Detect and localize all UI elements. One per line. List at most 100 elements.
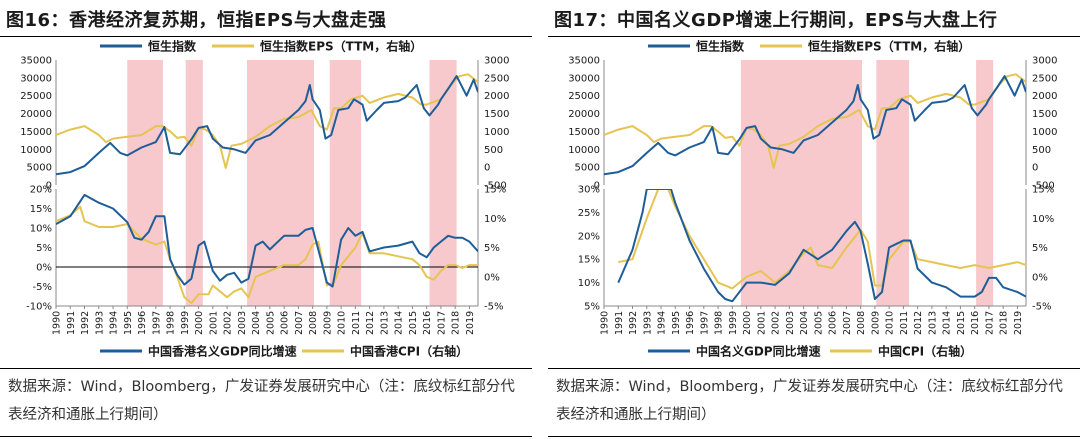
- right-axis-tick-label: 15%: [1032, 185, 1054, 196]
- right-axis-tick-label: 10%: [484, 214, 506, 225]
- x-axis-tick-label: 1995: [123, 311, 134, 335]
- right-axis-tick-label: -500: [1032, 181, 1055, 192]
- shaded-period: [976, 60, 994, 306]
- right-axis-tick-label: 0: [484, 163, 490, 174]
- right-axis-tick-label: 0: [1032, 163, 1038, 174]
- x-axis-tick-label: 2008: [856, 311, 867, 335]
- right-axis-tick-label: 2000: [1032, 91, 1057, 102]
- legend-label: 中国香港名义GDP同比增速: [148, 344, 297, 359]
- x-axis-tick-label: 2014: [394, 311, 405, 335]
- x-axis-tick-label: 2001: [208, 311, 219, 335]
- x-axis-tick-label: 2012: [913, 311, 924, 335]
- x-axis-tick-label: 2010: [885, 311, 896, 335]
- x-axis-tick-label: 2009: [322, 311, 333, 335]
- left-axis-tick-label: -10%: [26, 302, 52, 313]
- legend-label: 中国香港CPI（右轴）: [350, 344, 468, 359]
- left-axis-tick-label: 30000: [568, 73, 600, 84]
- x-axis-tick-label: 1993: [94, 311, 105, 335]
- left-axis-tick-label: 20000: [568, 109, 600, 120]
- left-axis-tick-label: 25%: [578, 208, 600, 219]
- x-axis-tick-label: 2015: [956, 311, 967, 335]
- x-axis-tick-label: 1991: [614, 311, 625, 335]
- left-axis-tick-label: 5000: [575, 163, 600, 174]
- x-axis-tick-label: 2007: [294, 311, 305, 335]
- right-axis-tick-label: 2500: [484, 73, 509, 84]
- right-axis-tick-label: 0%: [1032, 272, 1048, 283]
- left-axis-tick-label: 20%: [578, 231, 600, 242]
- left-axis-tick-label: 20000: [20, 109, 52, 120]
- panel-title: 图16：香港经济复苏期，恒指EPS与大盘走强: [6, 10, 387, 31]
- x-axis-tick-label: 1999: [728, 311, 739, 335]
- x-axis-tick-label: 2007: [842, 311, 853, 335]
- x-axis-tick-label: 2005: [813, 311, 824, 335]
- left-axis-tick-label: 35000: [20, 56, 52, 67]
- left-axis-tick-label: 15000: [20, 127, 52, 138]
- right-axis-tick-label: 5%: [1032, 243, 1048, 254]
- x-axis-tick-label: 2018: [451, 311, 462, 335]
- x-axis-tick-label: 2006: [280, 311, 291, 335]
- right-axis-tick-label: 1000: [484, 127, 509, 138]
- source-note: 数据来源：Wind，Bloomberg，广发证券发展研究中心（注：底纹标红部分代…: [8, 379, 515, 423]
- legend-label: 中国CPI（右轴）: [878, 344, 972, 359]
- x-axis-tick-label: 1999: [180, 311, 191, 335]
- left-axis-tick-label: 10%: [578, 278, 600, 289]
- left-axis-tick-label: 15%: [30, 204, 52, 215]
- left-axis-tick-label: 0%: [36, 263, 52, 274]
- shaded-period: [247, 60, 315, 306]
- right-axis-tick-label: 500: [1032, 145, 1051, 156]
- right-axis-tick-label: -500: [484, 181, 507, 192]
- x-axis-tick-label: 2004: [251, 311, 262, 335]
- x-axis-tick-label: 2016: [422, 311, 433, 335]
- divider: [0, 36, 532, 37]
- x-axis-tick-label: 1995: [671, 311, 682, 335]
- x-axis-tick-label: 1997: [699, 311, 710, 335]
- panel-title: 图17：中国名义GDP增速上行期间，EPS与大盘上行: [554, 10, 998, 31]
- x-axis-tick-label: 2008: [308, 311, 319, 335]
- x-axis-tick-label: 2000: [194, 311, 205, 335]
- left-axis-tick-label: 10000: [568, 145, 600, 156]
- x-axis-tick-label: 2004: [799, 311, 810, 335]
- x-axis-tick-label: 2006: [828, 311, 839, 335]
- series-line: [617, 189, 1026, 303]
- right-axis-tick-label: 1000: [1032, 127, 1057, 138]
- x-axis-tick-label: 2019: [465, 311, 476, 335]
- legend-label: 恒生指数EPS（TTM，右轴）: [260, 39, 422, 54]
- series-line: [56, 193, 478, 288]
- left-axis-tick-label: 20%: [30, 185, 52, 196]
- x-axis-tick-label: 2000: [742, 311, 753, 335]
- series-line: [56, 75, 478, 176]
- legend-label: 恒生指数: [696, 39, 745, 54]
- x-axis-tick-label: 1994: [109, 311, 120, 335]
- right-axis-tick-label: 3000: [1032, 56, 1057, 67]
- left-axis-tick-label: 10%: [30, 224, 52, 235]
- series-line: [56, 73, 478, 169]
- left-axis-tick-label: 30000: [20, 73, 52, 84]
- right-axis-tick-label: -5%: [484, 302, 503, 313]
- x-axis-tick-label: 2016: [970, 311, 981, 335]
- x-axis-tick-label: 2002: [223, 311, 234, 335]
- x-axis-tick-label: 1992: [80, 311, 91, 335]
- chart-panel-right: 图17：中国名义GDP增速上行期间，EPS与大盘上行 0 5000 10000 150…: [548, 0, 1080, 439]
- x-axis-tick-label: 2017: [436, 311, 447, 335]
- left-axis-tick-label: 0: [594, 181, 600, 192]
- x-axis-tick-label: 1997: [151, 311, 162, 335]
- x-axis-tick-label: 1996: [137, 311, 148, 335]
- right-axis-tick-label: 15%: [484, 185, 506, 196]
- x-axis-tick-label: 1993: [642, 311, 653, 335]
- x-axis-tick-label: 1991: [66, 311, 77, 335]
- x-axis-tick-label: 1998: [714, 311, 725, 335]
- shaded-period: [740, 60, 863, 306]
- x-axis-tick-label: 2010: [337, 311, 348, 335]
- left-axis-tick-label: 15%: [578, 255, 600, 266]
- right-axis-tick-label: 500: [484, 145, 503, 156]
- x-axis-tick-label: 1994: [657, 311, 668, 335]
- left-axis-tick-label: 35000: [568, 56, 600, 67]
- chart-panel-left: 图16：香港经济复苏期，恒指EPS与大盘走强 0 5000 10000 15000 20…: [0, 0, 532, 439]
- x-axis-tick-label: 2013: [379, 311, 390, 335]
- x-axis-tick-label: 2015: [408, 311, 419, 335]
- left-axis-tick-label: 25000: [20, 91, 52, 102]
- right-axis-tick-label: 2500: [1032, 73, 1057, 84]
- right-axis-tick-label: 1500: [484, 109, 509, 120]
- x-axis-tick-label: 2011: [351, 311, 362, 335]
- left-axis-tick-label: 10000: [20, 145, 52, 156]
